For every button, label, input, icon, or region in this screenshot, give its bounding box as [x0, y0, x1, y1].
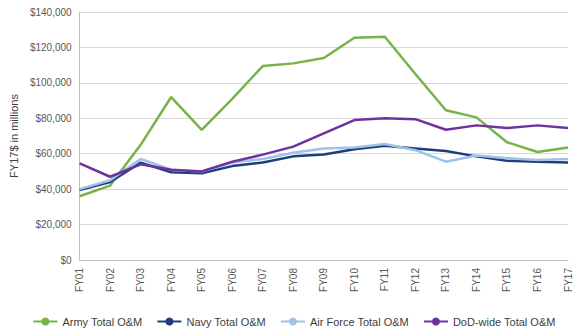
svg-text:FY09: FY09	[318, 268, 329, 292]
svg-text:FY03: FY03	[135, 268, 146, 292]
svg-text:FY17: FY17	[563, 268, 574, 292]
svg-text:FY02: FY02	[105, 268, 116, 292]
svg-text:FY13: FY13	[440, 268, 451, 292]
svg-text:$80,000: $80,000	[35, 113, 72, 124]
svg-text:FY14: FY14	[471, 268, 482, 292]
svg-text:Navy Total O&M: Navy Total O&M	[186, 316, 265, 328]
svg-text:FY06: FY06	[227, 268, 238, 292]
svg-text:FY01: FY01	[74, 268, 85, 292]
svg-text:FY12: FY12	[410, 268, 421, 292]
svg-text:FY11: FY11	[379, 268, 390, 292]
svg-text:FY16: FY16	[532, 268, 543, 292]
svg-text:FY07: FY07	[257, 268, 268, 292]
svg-text:FY15: FY15	[501, 268, 512, 292]
svg-text:$60,000: $60,000	[35, 148, 72, 159]
svg-text:$20,000: $20,000	[35, 219, 72, 230]
svg-text:$120,000: $120,000	[30, 42, 72, 53]
svg-text:FY04: FY04	[166, 268, 177, 292]
svg-text:$140,000: $140,000	[30, 7, 72, 18]
svg-text:FY05: FY05	[196, 268, 207, 292]
svg-text:$0: $0	[60, 255, 72, 266]
svg-text:Air Force Total O&M: Air Force Total O&M	[310, 316, 409, 328]
svg-text:DoD-wide Total O&M: DoD-wide Total O&M	[453, 316, 556, 328]
svg-text:FY10: FY10	[349, 268, 360, 292]
svg-text:FY17$ in millions: FY17$ in millions	[8, 94, 20, 178]
svg-text:$100,000: $100,000	[30, 77, 72, 88]
svg-text:Army Total O&M: Army Total O&M	[62, 316, 142, 328]
svg-text:$40,000: $40,000	[35, 184, 72, 195]
svg-text:FY08: FY08	[288, 268, 299, 292]
